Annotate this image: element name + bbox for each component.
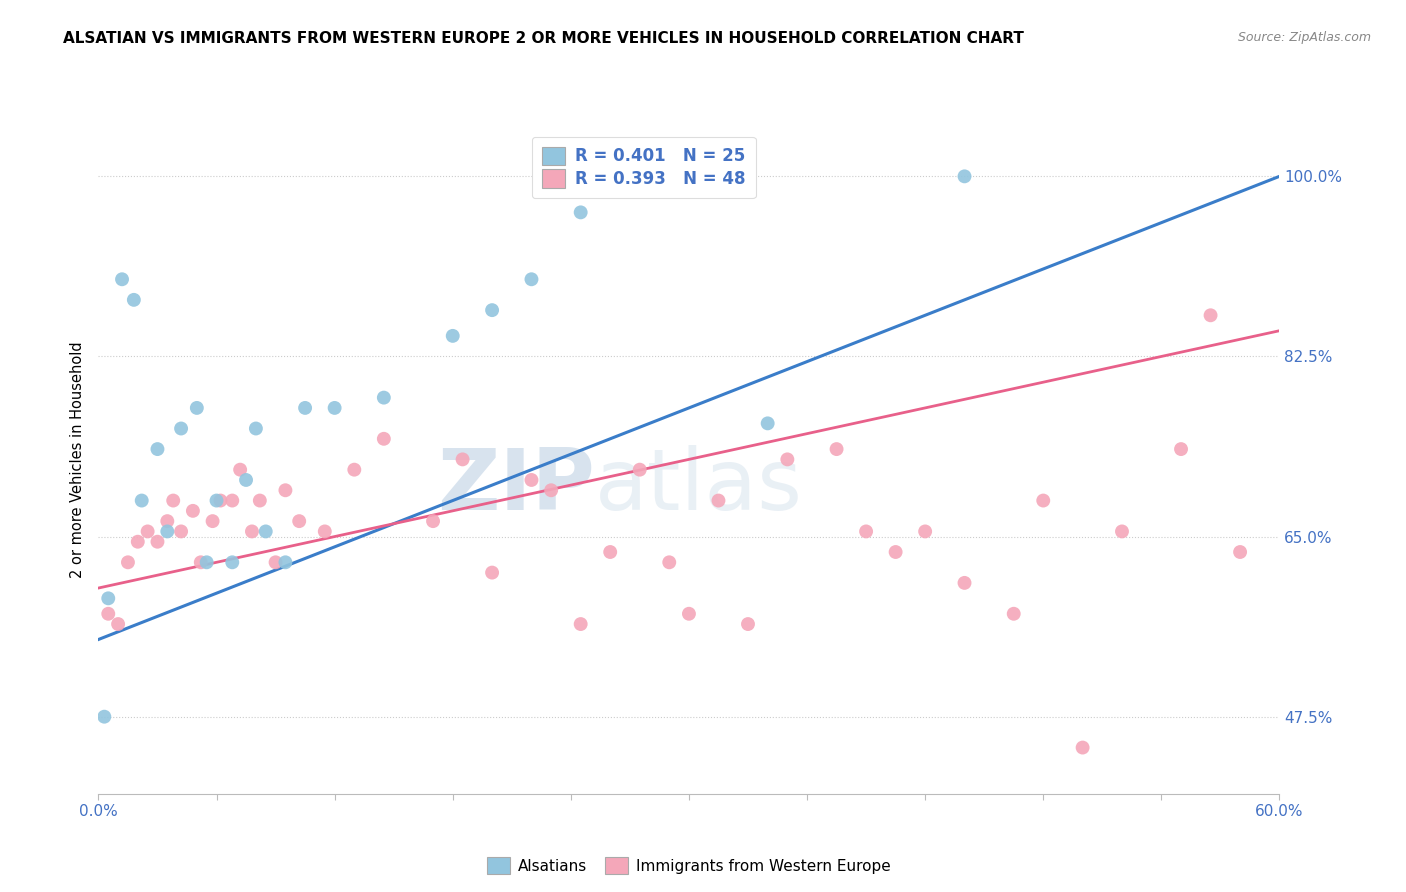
Point <box>274 555 297 569</box>
Point <box>599 545 621 559</box>
Point <box>540 483 562 498</box>
Point <box>1071 740 1094 755</box>
Point <box>658 555 681 569</box>
Point <box>195 555 218 569</box>
Point <box>127 534 149 549</box>
Point <box>186 401 208 415</box>
Point <box>569 205 592 219</box>
Point <box>229 463 252 477</box>
Point <box>240 524 263 539</box>
Point <box>254 524 277 539</box>
Point <box>274 483 297 498</box>
Point <box>373 432 395 446</box>
Point <box>209 493 232 508</box>
Point <box>569 617 592 632</box>
Point <box>451 452 474 467</box>
Point <box>221 493 243 508</box>
Point <box>170 524 193 539</box>
Point <box>1170 442 1192 456</box>
Point <box>156 514 179 528</box>
Point <box>131 493 153 508</box>
Point <box>205 493 228 508</box>
Y-axis label: 2 or more Vehicles in Household: 2 or more Vehicles in Household <box>69 341 84 578</box>
Point <box>136 524 159 539</box>
Point <box>117 555 139 569</box>
Point <box>1199 308 1222 322</box>
Point <box>97 607 120 621</box>
Point <box>422 514 444 528</box>
Point <box>373 391 395 405</box>
Point <box>1229 545 1251 559</box>
Point <box>235 473 257 487</box>
Legend: R = 0.401   N = 25, R = 0.393   N = 48: R = 0.401 N = 25, R = 0.393 N = 48 <box>531 136 756 198</box>
Point <box>111 272 134 286</box>
Point <box>156 524 179 539</box>
Point <box>825 442 848 456</box>
Point <box>1111 524 1133 539</box>
Text: Source: ZipAtlas.com: Source: ZipAtlas.com <box>1237 31 1371 45</box>
Point <box>343 463 366 477</box>
Point <box>481 566 503 580</box>
Point <box>181 504 204 518</box>
Point <box>294 401 316 415</box>
Point <box>776 452 799 467</box>
Point <box>107 617 129 632</box>
Text: atlas: atlas <box>595 444 803 528</box>
Point <box>953 169 976 184</box>
Point <box>707 493 730 508</box>
Point <box>122 293 145 307</box>
Point <box>678 607 700 621</box>
Legend: Alsatians, Immigrants from Western Europe: Alsatians, Immigrants from Western Europ… <box>481 851 897 880</box>
Point <box>249 493 271 508</box>
Point <box>756 417 779 431</box>
Point <box>520 272 543 286</box>
Text: ZIP: ZIP <box>437 444 595 528</box>
Point <box>628 463 651 477</box>
Point <box>288 514 311 528</box>
Point <box>1032 493 1054 508</box>
Point <box>97 591 120 606</box>
Point <box>855 524 877 539</box>
Point <box>323 401 346 415</box>
Point <box>190 555 212 569</box>
Point <box>1002 607 1025 621</box>
Point <box>245 421 267 435</box>
Point <box>914 524 936 539</box>
Point <box>264 555 287 569</box>
Point <box>146 534 169 549</box>
Point <box>93 709 115 723</box>
Text: ALSATIAN VS IMMIGRANTS FROM WESTERN EUROPE 2 OR MORE VEHICLES IN HOUSEHOLD CORRE: ALSATIAN VS IMMIGRANTS FROM WESTERN EURO… <box>63 31 1024 46</box>
Point <box>170 421 193 435</box>
Point <box>481 303 503 318</box>
Point <box>441 329 464 343</box>
Point <box>884 545 907 559</box>
Point <box>953 575 976 590</box>
Point <box>162 493 184 508</box>
Point <box>201 514 224 528</box>
Point <box>221 555 243 569</box>
Point <box>314 524 336 539</box>
Point <box>737 617 759 632</box>
Point <box>146 442 169 456</box>
Point <box>520 473 543 487</box>
